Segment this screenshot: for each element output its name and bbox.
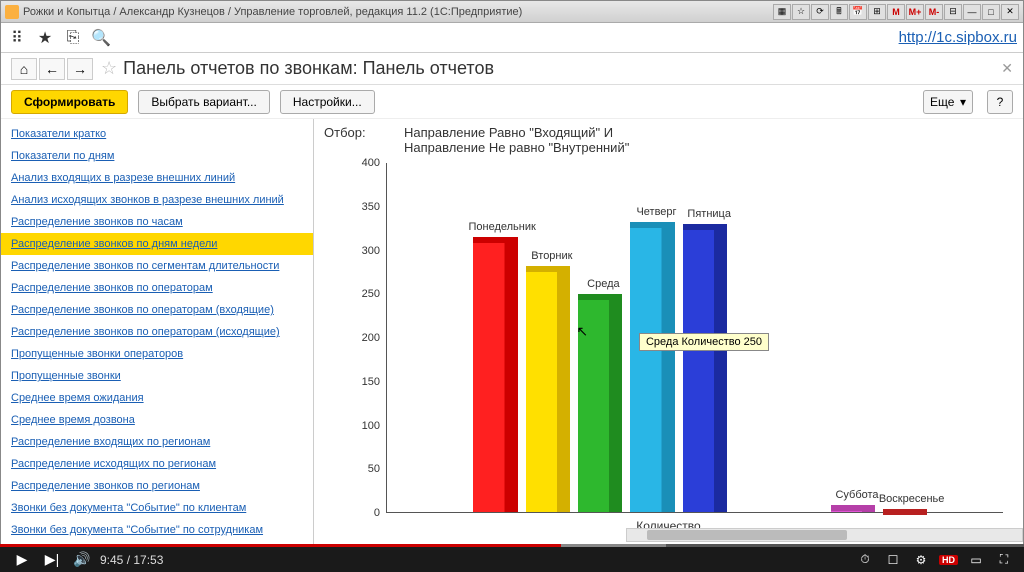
sidebar-item[interactable]: Звонки без документа "Событие" по сотруд…	[1, 519, 313, 541]
main-toolbar: ⠿ ★ ⎘ 🔍 http://1c.sipbox.ru	[1, 23, 1023, 53]
tb-m-minus[interactable]: M-	[925, 4, 943, 20]
window-title: Рожки и Копытца / Александр Кузнецов / У…	[23, 6, 773, 18]
y-tick: 100	[362, 420, 380, 432]
volume-button[interactable]: 🔊	[70, 548, 94, 572]
bar-label: Понедельник	[468, 221, 535, 233]
y-tick: 150	[362, 376, 380, 388]
bar-label: Суббота	[835, 489, 878, 501]
report-main: Отбор: Направление Равно "Входящий" И На…	[313, 119, 1023, 546]
h-scrollbar[interactable]	[626, 528, 1023, 542]
cc-icon[interactable]: ☐	[883, 550, 903, 570]
apps-icon[interactable]: ⠿	[7, 28, 27, 48]
sidebar-item[interactable]: Анализ исходящих звонков в разрезе внешн…	[1, 189, 313, 211]
help-button[interactable]: ?	[987, 90, 1013, 114]
chart-bar[interactable]: Вторник	[526, 266, 570, 512]
filter-label: Отбор:	[324, 125, 404, 140]
sidebar-item[interactable]: Распределение звонков по регионам	[1, 475, 313, 497]
y-tick: 0	[374, 507, 380, 519]
breadcrumb: ⌂ ← → ☆ Панель отчетов по звонкам: Панел…	[1, 53, 1023, 85]
tb-collapse[interactable]: ⊟	[944, 4, 962, 20]
tb-tool-6[interactable]: ⊞	[868, 4, 886, 20]
hd-badge[interactable]: HD	[939, 555, 958, 565]
sidebar-item[interactable]: Распределение звонков по дням недели	[1, 233, 313, 255]
play-button[interactable]: ▶	[10, 548, 34, 572]
sidebar-item[interactable]: Анализ входящих в разрезе внешних линий	[1, 167, 313, 189]
sidebar-item[interactable]: Распределение звонков по операторам	[1, 277, 313, 299]
minimize-button[interactable]: —	[963, 4, 981, 20]
y-tick: 200	[362, 332, 380, 344]
titlebar: Рожки и Копытца / Александр Кузнецов / У…	[1, 1, 1023, 23]
chart-bar[interactable]: Воскресенье	[883, 509, 927, 512]
filter-line2: Направление Не равно "Внутренний"	[404, 140, 629, 155]
clip-icon[interactable]: ⎘	[63, 28, 83, 48]
video-time: 9:45 / 17:53	[100, 553, 163, 567]
home-button[interactable]: ⌂	[11, 58, 37, 80]
chart-bar[interactable]: Пятница	[683, 224, 727, 512]
y-tick: 50	[368, 463, 380, 475]
fullscreen-icon[interactable]: ⛶	[994, 550, 1014, 570]
sidebar-item[interactable]: Показатели кратко	[1, 123, 313, 145]
filter-line1: Направление Равно "Входящий" И	[404, 125, 629, 140]
more-button[interactable]: Еще▾	[923, 90, 973, 114]
star-icon[interactable]: ★	[35, 28, 55, 48]
action-toolbar: Сформировать Выбрать вариант... Настройк…	[1, 85, 1023, 119]
fav-icon[interactable]: ☆	[101, 58, 117, 79]
next-button[interactable]: ▶|	[40, 548, 64, 572]
y-tick: 400	[362, 157, 380, 169]
tb-m-plus[interactable]: M+	[906, 4, 924, 20]
chart-bar[interactable]: Четверг	[630, 222, 674, 512]
sidebar-item[interactable]: Распределение исходящих по регионам	[1, 453, 313, 475]
tb-tool-5[interactable]: 📅	[849, 4, 867, 20]
chart-bar[interactable]: Понедельник	[473, 237, 517, 512]
url-link[interactable]: http://1c.sipbox.ru	[899, 29, 1017, 46]
settings-button[interactable]: Настройки...	[280, 90, 375, 114]
back-button[interactable]: ←	[39, 58, 65, 80]
sidebar-item[interactable]: Показатели по дням	[1, 145, 313, 167]
sidebar-item[interactable]: Пропущенные звонки	[1, 365, 313, 387]
bar-label: Четверг	[636, 206, 676, 218]
tb-tool-2[interactable]: ☆	[792, 4, 810, 20]
tb-m[interactable]: M	[887, 4, 905, 20]
y-tick: 250	[362, 288, 380, 300]
sidebar-item[interactable]: Среднее время ожидания	[1, 387, 313, 409]
y-tick: 350	[362, 201, 380, 213]
theater-icon[interactable]: ▭	[966, 550, 986, 570]
watch-later-icon[interactable]: ⏱	[855, 550, 875, 570]
sidebar-item[interactable]: Распределение звонков по часам	[1, 211, 313, 233]
report-sidebar: Показатели краткоПоказатели по днямАнали…	[1, 119, 313, 546]
sidebar-item[interactable]: Распределение входящих по регионам	[1, 431, 313, 453]
chart-tooltip: Среда Количество 250	[639, 333, 769, 351]
mouse-cursor: ↖	[576, 323, 588, 340]
page-title: Панель отчетов по звонкам: Панель отчето…	[123, 58, 494, 79]
chart-bar[interactable]: Суббота	[831, 505, 875, 512]
sidebar-item[interactable]: Звонки без документа "Событие" по клиент…	[1, 497, 313, 519]
chart: ПонедельникВторникСредаЧетвергПятницаСуб…	[324, 163, 1013, 533]
bar-label: Пятница	[687, 208, 731, 220]
forward-button[interactable]: →	[67, 58, 93, 80]
tb-tool-4[interactable]: 🖩	[830, 4, 848, 20]
maximize-button[interactable]: □	[982, 4, 1000, 20]
variant-button[interactable]: Выбрать вариант...	[138, 90, 269, 114]
generate-button[interactable]: Сформировать	[11, 90, 128, 114]
close-button[interactable]: ✕	[1001, 4, 1019, 20]
search-icon[interactable]: 🔍	[91, 28, 111, 48]
app-icon	[5, 5, 19, 19]
sidebar-item[interactable]: Среднее время дозвона	[1, 409, 313, 431]
bar-label: Вторник	[531, 250, 572, 262]
sidebar-item[interactable]: Распределение звонков по операторам (вхо…	[1, 299, 313, 321]
bar-label: Среда	[587, 278, 619, 290]
sidebar-item[interactable]: Пропущенные звонки операторов	[1, 343, 313, 365]
video-controls: ▶ ▶| 🔊 9:45 / 17:53 ⏱ ☐ ⚙ HD ▭ ⛶	[0, 547, 1024, 572]
y-tick: 300	[362, 245, 380, 257]
tb-tool-3[interactable]: ⟳	[811, 4, 829, 20]
settings-icon[interactable]: ⚙	[911, 550, 931, 570]
sidebar-item[interactable]: Распределение звонков по операторам (исх…	[1, 321, 313, 343]
sidebar-item[interactable]: Распределение звонков по сегментам длите…	[1, 255, 313, 277]
tb-tool-1[interactable]: ▦	[773, 4, 791, 20]
bar-label: Воскресенье	[879, 493, 945, 505]
close-tab-icon[interactable]: ✕	[1001, 60, 1013, 77]
